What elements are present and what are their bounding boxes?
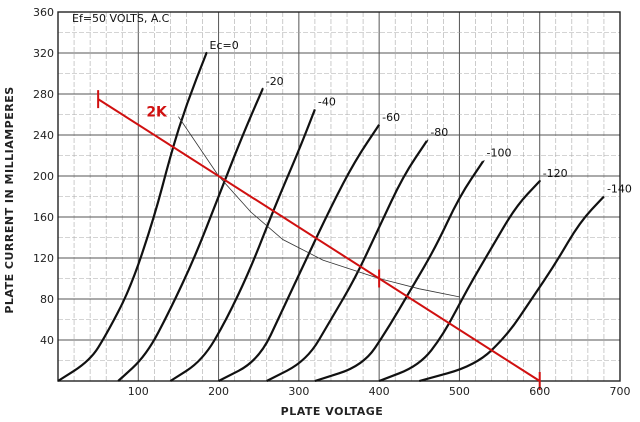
tube-curve-4 <box>266 139 429 382</box>
curve-label-4: -80 <box>430 126 448 139</box>
y-axis-title: PLATE CURRENT IN MILLIAMPERES <box>3 86 16 313</box>
x-tick-label: 600 <box>529 385 550 398</box>
x-tick-label: 300 <box>288 385 309 398</box>
y-tick-label: 120 <box>33 252 54 265</box>
x-tick-label: 200 <box>208 385 229 398</box>
y-tick-label: 360 <box>33 6 54 19</box>
tube-curve-6 <box>378 179 541 383</box>
y-tick-label: 280 <box>33 88 54 101</box>
tube-curve-7 <box>419 195 605 383</box>
y-tick-label: 40 <box>40 334 54 347</box>
curve-labels: Ec=0 -20 -40 -60 -80 -100 -120 -140 <box>210 39 632 196</box>
y-tick-label: 80 <box>40 293 54 306</box>
dissipation-curve <box>178 116 460 298</box>
filament-note: Ef=50 VOLTS, A.C <box>72 12 170 25</box>
curve-label-3: -60 <box>382 111 400 124</box>
curve-label-2: -40 <box>318 95 336 108</box>
plot-frame <box>57 11 621 382</box>
tube-curve-5 <box>314 159 485 383</box>
curve-label-7: -140 <box>607 183 632 196</box>
load-line-label: 2K <box>146 105 168 121</box>
load-line: 2K <box>97 90 541 390</box>
y-tick-label: 320 <box>33 47 54 60</box>
dissipation-curve-line <box>178 116 460 298</box>
axis-ticks: 40 80 120 160 200 240 280 320 360 100 200 300 400 500… <box>33 6 631 398</box>
y-tick-label: 200 <box>33 170 54 183</box>
y-tick-label: 160 <box>33 211 54 224</box>
tube-curve-1 <box>117 87 264 382</box>
y-tick-label: 240 <box>33 129 54 142</box>
load-line-segment <box>97 98 541 382</box>
tube-curve-0 <box>57 51 208 382</box>
x-axis-title: PLATE VOLTAGE <box>281 405 384 418</box>
curve-label-6: -120 <box>543 167 568 180</box>
curve-label-1: -20 <box>266 75 284 88</box>
x-tick-label: 700 <box>610 385 631 398</box>
curve-label-0: Ec=0 <box>210 39 239 52</box>
curve-label-5: -100 <box>487 147 512 160</box>
x-tick-label: 500 <box>449 385 470 398</box>
tube-curve-3 <box>218 124 381 382</box>
x-tick-label: 400 <box>369 385 390 398</box>
x-tick-label: 100 <box>128 385 149 398</box>
tube-curves <box>57 51 605 383</box>
tube-curve-2 <box>169 109 316 382</box>
